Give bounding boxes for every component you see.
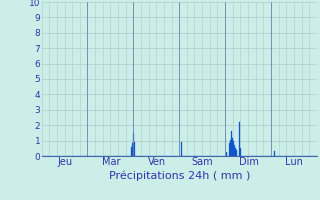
Bar bbox=[240, 148, 241, 156]
Bar bbox=[132, 143, 133, 156]
Bar bbox=[235, 148, 236, 156]
Bar bbox=[231, 131, 232, 156]
Bar bbox=[229, 143, 230, 156]
X-axis label: Précipitations 24h ( mm ): Précipitations 24h ( mm ) bbox=[108, 170, 250, 181]
Bar bbox=[239, 122, 240, 156]
Bar bbox=[274, 151, 275, 156]
Bar bbox=[232, 138, 233, 156]
Bar bbox=[230, 140, 231, 156]
Bar bbox=[226, 152, 227, 156]
Bar bbox=[133, 133, 134, 156]
Bar bbox=[181, 142, 182, 156]
Bar bbox=[233, 141, 234, 156]
Bar bbox=[134, 142, 135, 156]
Bar bbox=[234, 145, 235, 156]
